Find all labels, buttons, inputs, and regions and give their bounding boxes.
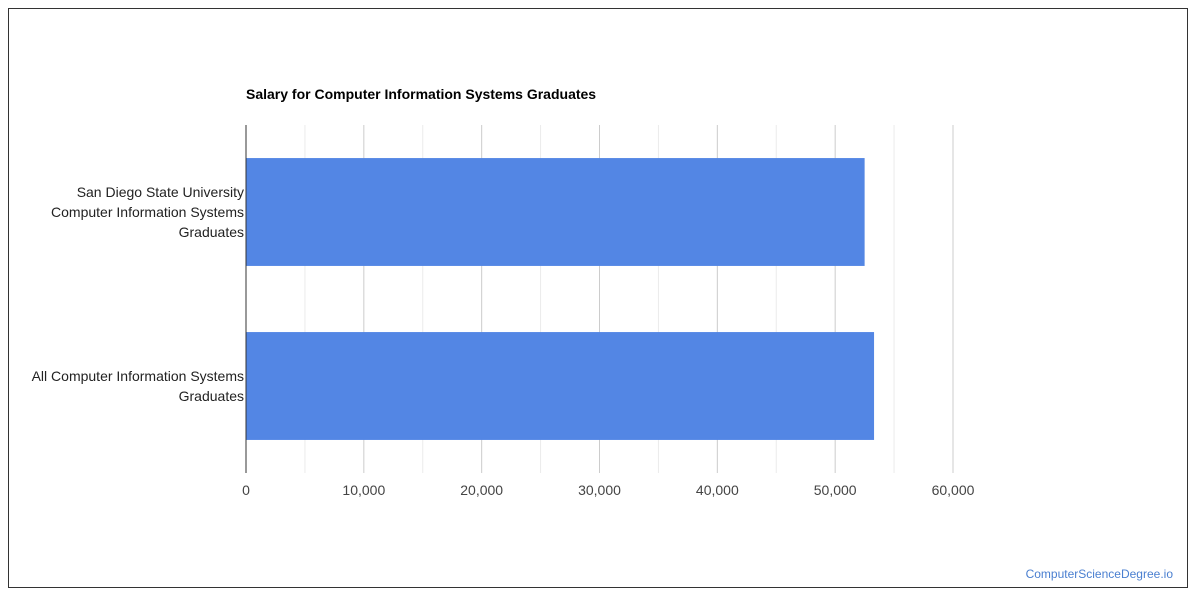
category-label-line: Graduates (179, 388, 244, 404)
bar-0[interactable] (246, 158, 865, 266)
bar-1[interactable] (246, 332, 875, 440)
category-labels: San Diego State University Computer Infor… (32, 184, 244, 404)
bars (246, 158, 875, 440)
chart-frame: Salary for Computer Information Systems … (8, 8, 1188, 588)
category-label-line: Graduates (179, 224, 244, 240)
x-tick-labels: 0 10,000 20,000 30,000 40,000 50,000 60,000 (242, 482, 975, 498)
bar-chart: Salary for Computer Information Systems … (32, 86, 975, 498)
x-tick-label: 50,000 (814, 482, 857, 498)
x-tick-label: 60,000 (932, 482, 975, 498)
x-tick-label: 10,000 (342, 482, 385, 498)
x-tick-label: 30,000 (578, 482, 621, 498)
category-label-0: San Diego State University Computer Infor… (51, 184, 244, 240)
x-tick-label: 40,000 (696, 482, 739, 498)
category-label-line: All Computer Information Systems (32, 368, 244, 384)
category-label-1: All Computer Information Systems Graduate… (32, 368, 244, 404)
chart-title: Salary for Computer Information Systems … (246, 86, 596, 102)
x-tick-label: 20,000 (460, 482, 503, 498)
watermark[interactable]: ComputerScienceDegree.io (1025, 567, 1173, 581)
category-label-line: Computer Information Systems (51, 204, 244, 220)
category-label-line: San Diego State University (77, 184, 244, 200)
x-tick-label: 0 (242, 482, 250, 498)
